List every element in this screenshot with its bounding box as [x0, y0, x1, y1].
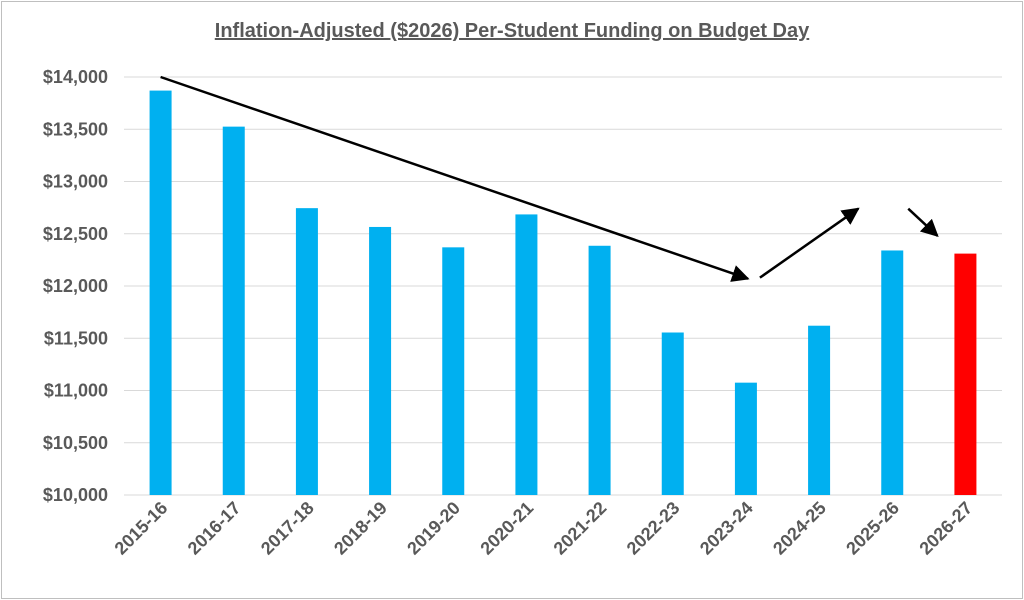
- chart-title: Inflation-Adjusted ($2026) Per-Student F…: [214, 20, 810, 42]
- bar-2015-16: [149, 90, 172, 496]
- y-tick-label: $14,000: [43, 67, 108, 87]
- bar-2019-20: [442, 247, 465, 495]
- bar-2016-17: [222, 126, 245, 495]
- x-tick-label: 2021-22: [550, 498, 611, 559]
- bar-2018-19: [369, 226, 392, 495]
- trend-arrow: [907, 207, 939, 238]
- bar-2021-22: [588, 245, 611, 495]
- bar-2025-26: [881, 250, 904, 495]
- bar-2022-23: [661, 332, 684, 495]
- x-tick-label: 2017-18: [257, 498, 318, 559]
- trend-arrow: [160, 75, 750, 282]
- x-tick-label: 2019-20: [403, 498, 464, 559]
- trend-arrows: [160, 75, 939, 282]
- gridlines: [124, 76, 1002, 496]
- x-tick-label: 2022-23: [623, 498, 684, 559]
- bar-2017-18: [295, 208, 318, 495]
- y-tick-label: $12,000: [43, 276, 108, 296]
- y-tick-label: $13,500: [43, 119, 108, 139]
- y-tick-label: $11,000: [44, 381, 108, 401]
- bars: [149, 90, 977, 496]
- x-tick-label: 2018-19: [330, 498, 391, 559]
- bar-2023-24: [734, 382, 757, 495]
- y-tick-label: $13,000: [43, 172, 108, 192]
- bar-2020-21: [515, 214, 538, 496]
- x-axis-tick-labels: 2015-16 2016-17 2017-18 2018-19 2019-20 2020-…: [111, 498, 977, 559]
- y-tick-label: $12,500: [43, 224, 108, 244]
- bar-2024-25: [808, 325, 831, 495]
- x-tick-label: 2015-16: [111, 498, 172, 559]
- y-tick-label: $10,000: [43, 485, 108, 505]
- x-tick-label: 2023-24: [696, 498, 757, 559]
- x-tick-label: 2016-17: [184, 498, 245, 559]
- trend-arrow: [759, 207, 860, 279]
- x-tick-label: 2024-25: [769, 498, 830, 559]
- bar-2026-27: [954, 253, 977, 495]
- y-tick-label: $10,500: [43, 433, 108, 453]
- x-tick-label: 2025-26: [842, 498, 903, 559]
- y-axis-tick-labels: $10,000 $10,500 $11,000 $11,500 $12,000 $12,5…: [43, 67, 108, 505]
- x-tick-label: 2020-21: [476, 498, 537, 559]
- x-tick-label: 2026-27: [915, 498, 976, 559]
- y-tick-label: $11,500: [44, 328, 108, 348]
